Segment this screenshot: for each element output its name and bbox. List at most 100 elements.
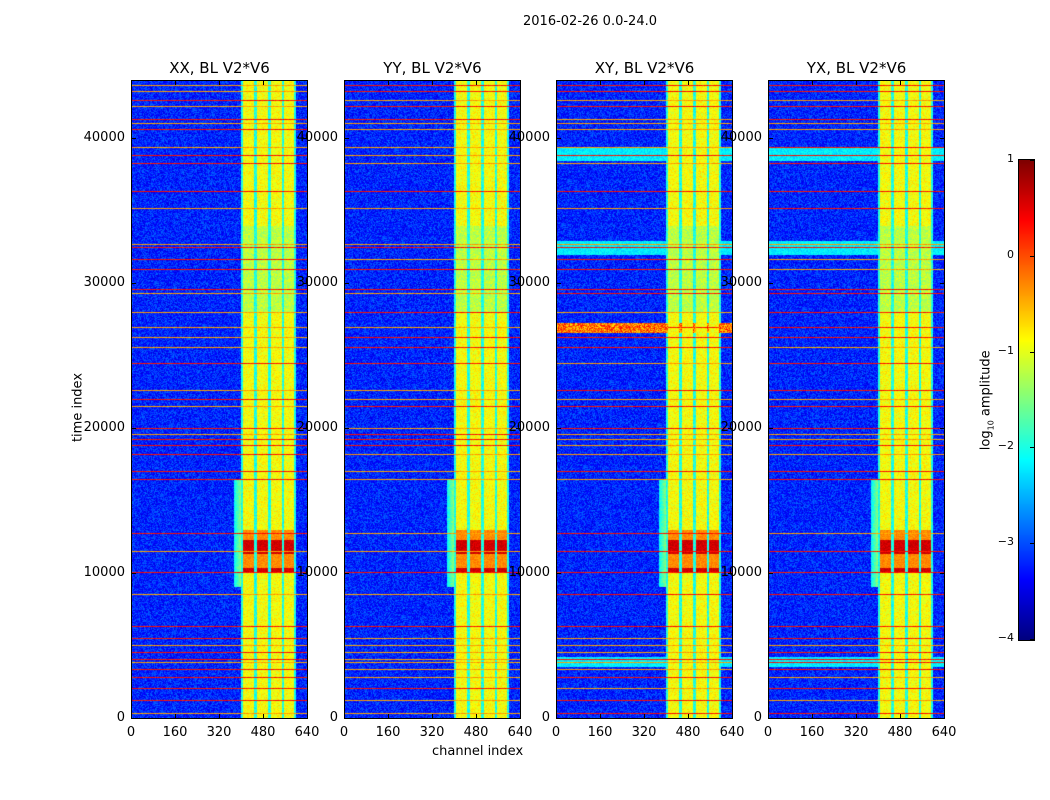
x-tick-mark-top [131,80,132,85]
x-tick-label: 320 [419,725,445,740]
y-tick-mark-right [940,283,945,284]
heatmap-panel [344,80,521,719]
y-tick-label: 20000 [720,420,762,435]
y-tick-label: 0 [329,710,338,725]
x-tick-label: 0 [763,725,773,740]
x-tick-mark-top [856,80,857,85]
y-tick-mark [768,138,773,139]
colorbar-tick-mark [1030,543,1034,545]
colorbar-tick-mark [1030,160,1034,161]
x-tick-mark [944,714,945,719]
x-tick-label: 480 [250,725,276,740]
panel-title: XY, BL V2*V6 [594,59,695,77]
x-tick-mark [556,714,557,719]
x-tick-mark-top [768,80,769,85]
y-tick-mark [768,718,773,719]
x-tick-mark-top [344,80,345,85]
x-tick-mark [732,714,733,719]
y-tick-mark [556,573,561,574]
y-tick-mark [556,428,561,429]
y-tick-mark [344,573,349,574]
y-tick-mark [556,138,561,139]
colorbar-tick-mark [1030,255,1034,257]
heatmap-image [345,81,520,718]
x-tick-mark [432,714,433,719]
x-tick-label: 640 [294,725,320,740]
y-tick-label: 40000 [83,130,125,145]
colorbar-tick-label: 0 [1007,247,1014,261]
y-tick-mark-right [940,573,945,574]
x-tick-mark-top [476,80,477,85]
x-tick-mark-top [900,80,901,85]
y-tick-label: 40000 [296,130,338,145]
colorbar-tick-mark [1030,351,1034,353]
x-tick-mark [219,714,220,719]
panel-title: YY, BL V2*V6 [383,59,482,77]
colorbar [1018,159,1035,641]
heatmap-panel [556,80,733,719]
colorbar-gradient [1019,160,1034,640]
y-tick-mark-right [728,428,733,429]
y-tick-label: 30000 [508,275,550,290]
x-tick-mark-top [688,80,689,85]
y-tick-mark-right [516,283,521,284]
x-tick-mark [476,714,477,719]
x-tick-mark-top [520,80,521,85]
x-tick-label: 640 [507,725,533,740]
x-tick-mark [307,714,308,719]
y-tick-mark-right [516,573,521,574]
y-tick-mark [344,718,349,719]
heatmap-panel [768,80,945,719]
x-tick-mark [812,714,813,719]
y-tick-label: 0 [116,710,125,725]
x-tick-mark [175,714,176,719]
y-tick-mark-right [303,138,308,139]
x-tick-mark-top [263,80,264,85]
x-tick-mark [768,714,769,719]
y-tick-label: 10000 [296,565,338,580]
y-tick-mark [344,283,349,284]
y-tick-mark-right [516,138,521,139]
heatmap-panel [131,80,308,719]
x-tick-mark [388,714,389,719]
panel-title: XX, BL V2*V6 [169,59,270,77]
x-tick-label: 640 [931,725,957,740]
y-tick-mark [131,718,136,719]
x-tick-label: 480 [887,725,913,740]
y-tick-mark-right [303,718,308,719]
y-tick-mark [344,428,349,429]
x-tick-label: 480 [463,725,489,740]
x-tick-label: 320 [843,725,869,740]
x-tick-label: 0 [126,725,136,740]
x-tick-label: 0 [339,725,349,740]
y-tick-mark [768,283,773,284]
x-tick-mark-top [388,80,389,85]
colorbar-tick-mark [1030,639,1034,640]
y-tick-label: 10000 [508,565,550,580]
colorbar-tick-label: 1 [1007,152,1014,165]
x-tick-label: 160 [587,725,613,740]
y-tick-mark-right [303,573,308,574]
y-tick-label: 30000 [720,275,762,290]
colorbar-tick-label: −4 [997,631,1014,644]
x-tick-label: 160 [799,725,825,740]
y-tick-mark-right [516,718,521,719]
y-tick-label: 20000 [296,420,338,435]
x-tick-mark [644,714,645,719]
y-tick-mark [344,138,349,139]
y-tick-mark [556,283,561,284]
heatmap-image [132,81,307,718]
x-tick-mark [856,714,857,719]
x-tick-mark-top [219,80,220,85]
x-tick-mark [600,714,601,719]
x-tick-mark-top [600,80,601,85]
x-tick-label: 320 [206,725,232,740]
x-axis-label: channel index [432,744,524,759]
heatmap-image [769,81,944,718]
x-tick-mark [520,714,521,719]
figure-title: 2016-02-26 0.0-24.0 [523,14,657,29]
y-tick-mark-right [940,428,945,429]
x-tick-mark-top [432,80,433,85]
x-tick-mark-top [732,80,733,85]
